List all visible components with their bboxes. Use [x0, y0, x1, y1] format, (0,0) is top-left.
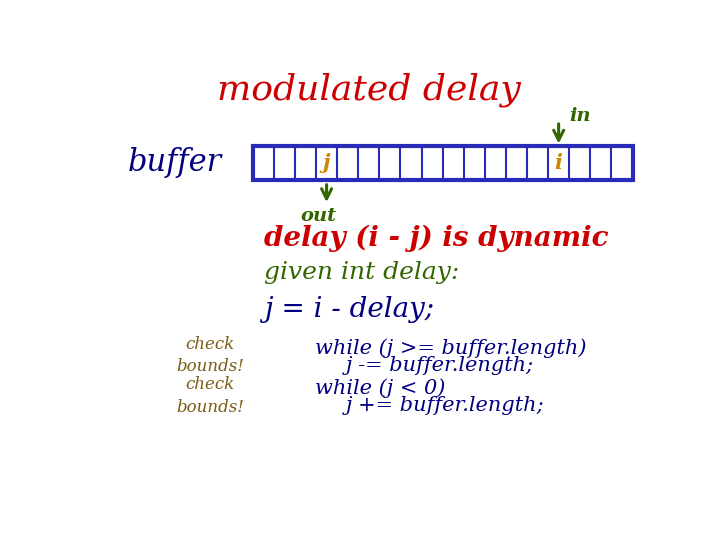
Text: j -= buffer.length;: j -= buffer.length; [346, 356, 534, 375]
Text: j += buffer.length;: j += buffer.length; [346, 396, 544, 415]
Text: modulated delay: modulated delay [217, 72, 521, 107]
Text: check
bounds!: check bounds! [176, 336, 244, 375]
Text: in: in [570, 107, 591, 125]
Text: out: out [301, 207, 337, 225]
Text: given int delay:: given int delay: [264, 261, 459, 284]
Bar [253, 146, 632, 180]
Text: j = i - delay;: j = i - delay; [264, 296, 434, 323]
Text: j: j [323, 153, 330, 173]
Text: buffer: buffer [128, 147, 222, 179]
Text: while (j < 0): while (j < 0) [315, 379, 445, 398]
Text: check
bounds!: check bounds! [176, 376, 244, 415]
Text: delay (i - j) is dynamic: delay (i - j) is dynamic [264, 225, 609, 252]
Text: i: i [554, 153, 562, 173]
Text: while (j >= buffer.length): while (j >= buffer.length) [315, 339, 586, 358]
